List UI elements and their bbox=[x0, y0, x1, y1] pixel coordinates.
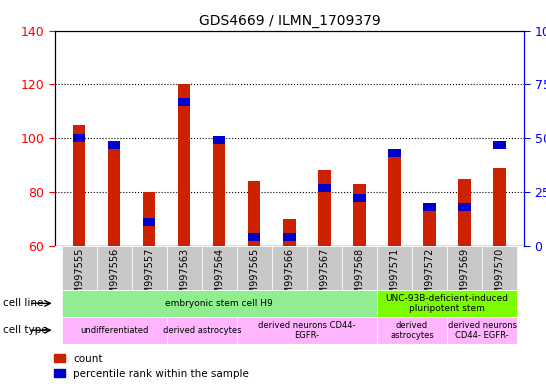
Bar bbox=[108, 141, 120, 149]
Text: undifferentiated: undifferentiated bbox=[80, 326, 149, 335]
Bar bbox=[73, 125, 85, 246]
Bar bbox=[143, 218, 156, 226]
Bar bbox=[248, 233, 260, 241]
Text: GSM997565: GSM997565 bbox=[250, 248, 259, 307]
Text: derived neurons
CD44- EGFR-: derived neurons CD44- EGFR- bbox=[448, 321, 517, 340]
Text: GSM997555: GSM997555 bbox=[74, 248, 84, 307]
Bar bbox=[283, 233, 295, 241]
Bar bbox=[97, 246, 132, 290]
Text: cell type: cell type bbox=[3, 325, 48, 335]
Bar bbox=[237, 317, 377, 344]
Text: GSM997568: GSM997568 bbox=[354, 248, 365, 307]
Bar bbox=[318, 170, 330, 246]
Text: GSM997563: GSM997563 bbox=[179, 248, 189, 307]
Bar bbox=[423, 203, 436, 211]
Bar bbox=[494, 141, 506, 149]
Text: UNC-93B-deficient-induced
pluripotent stem: UNC-93B-deficient-induced pluripotent st… bbox=[385, 294, 508, 313]
Text: GSM997567: GSM997567 bbox=[319, 248, 329, 307]
Text: GSM997569: GSM997569 bbox=[460, 248, 470, 307]
Bar bbox=[412, 246, 447, 290]
Bar bbox=[307, 246, 342, 290]
Bar bbox=[178, 84, 191, 246]
Bar bbox=[237, 246, 272, 290]
Bar bbox=[353, 184, 366, 246]
Text: derived neurons CD44-
EGFR-: derived neurons CD44- EGFR- bbox=[258, 321, 355, 340]
Bar bbox=[62, 290, 377, 317]
Bar bbox=[459, 203, 471, 211]
Bar bbox=[132, 246, 167, 290]
Text: GSM997571: GSM997571 bbox=[389, 248, 400, 307]
Bar bbox=[423, 211, 436, 246]
Bar bbox=[283, 219, 295, 246]
Text: derived
astrocytes: derived astrocytes bbox=[390, 321, 434, 340]
Bar bbox=[62, 246, 97, 290]
Text: GSM997566: GSM997566 bbox=[284, 248, 294, 307]
Bar bbox=[272, 246, 307, 290]
Text: GSM997572: GSM997572 bbox=[425, 248, 435, 307]
Legend: count, percentile rank within the sample: count, percentile rank within the sample bbox=[55, 354, 249, 379]
Bar bbox=[377, 317, 447, 344]
Bar bbox=[318, 184, 330, 192]
Bar bbox=[143, 192, 156, 246]
Bar bbox=[213, 136, 225, 144]
Bar bbox=[167, 246, 202, 290]
Bar bbox=[377, 246, 412, 290]
Text: GSM997556: GSM997556 bbox=[109, 248, 119, 307]
Bar bbox=[494, 168, 506, 246]
Bar bbox=[167, 317, 237, 344]
Bar bbox=[447, 317, 517, 344]
Bar bbox=[73, 134, 85, 142]
Bar bbox=[178, 98, 191, 106]
Bar bbox=[213, 138, 225, 246]
Bar bbox=[388, 149, 401, 246]
Bar bbox=[108, 141, 120, 246]
Bar bbox=[377, 290, 517, 317]
Text: embryonic stem cell H9: embryonic stem cell H9 bbox=[165, 299, 273, 308]
Bar bbox=[202, 246, 237, 290]
Bar bbox=[482, 246, 517, 290]
Bar bbox=[447, 246, 482, 290]
Text: GSM997557: GSM997557 bbox=[144, 248, 154, 307]
Text: GSM997564: GSM997564 bbox=[214, 248, 224, 307]
Text: derived astrocytes: derived astrocytes bbox=[163, 326, 241, 335]
Bar bbox=[248, 181, 260, 246]
Bar bbox=[62, 317, 167, 344]
Bar bbox=[353, 194, 366, 202]
Bar bbox=[342, 246, 377, 290]
Bar bbox=[459, 179, 471, 246]
Bar bbox=[388, 149, 401, 157]
Text: cell line: cell line bbox=[3, 298, 43, 308]
Title: GDS4669 / ILMN_1709379: GDS4669 / ILMN_1709379 bbox=[199, 14, 380, 28]
Text: GSM997570: GSM997570 bbox=[495, 248, 505, 307]
